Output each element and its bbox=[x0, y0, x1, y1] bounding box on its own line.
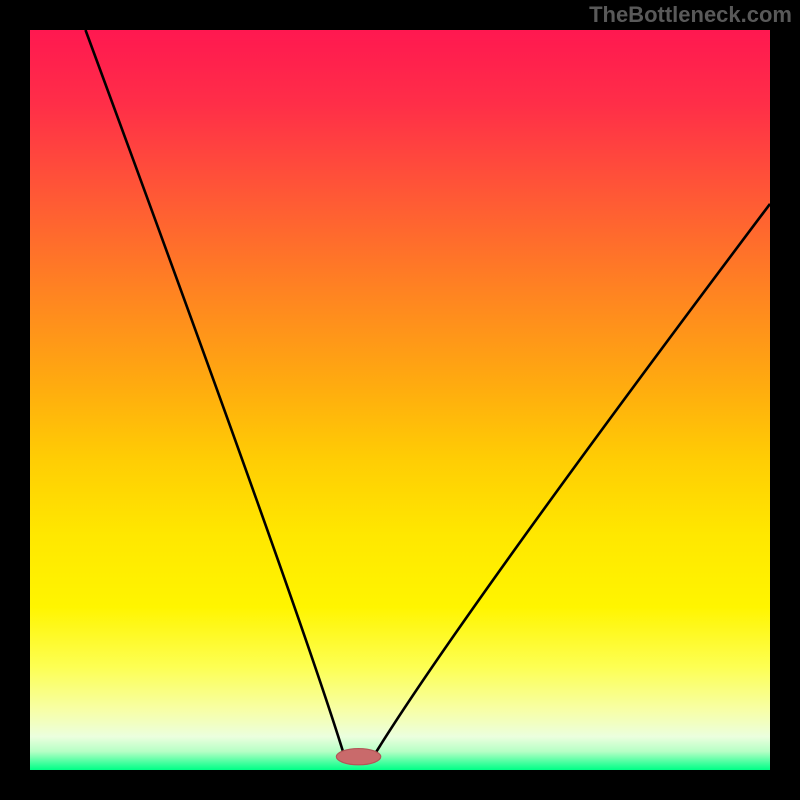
bottleneck-chart bbox=[0, 0, 800, 800]
chart-container: TheBottleneck.com bbox=[0, 0, 800, 800]
watermark-text: TheBottleneck.com bbox=[589, 2, 792, 28]
optimum-marker bbox=[336, 749, 380, 765]
plot-gradient bbox=[30, 30, 770, 770]
